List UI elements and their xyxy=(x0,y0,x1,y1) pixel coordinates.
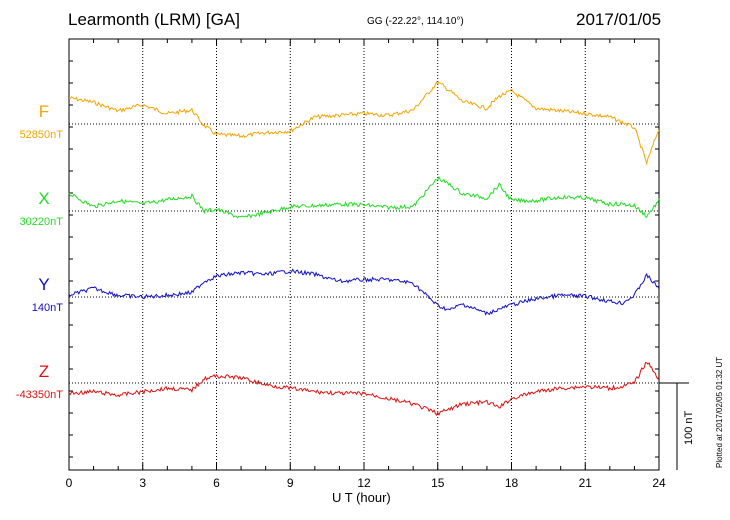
x-tick-label-0: 0 xyxy=(66,476,73,490)
coordinates-label: GG (-22.22°, 114.10°) xyxy=(367,16,464,27)
tick-marks: 0 3 6 9 12 15 18 21 24 xyxy=(66,39,666,490)
series-layer: F 52850nT X 30220nT Y 140nT Z -43350nT xyxy=(16,80,660,416)
station-title: Learmonth (LRM) [GA] xyxy=(68,10,240,29)
x-tick-label-21: 21 xyxy=(579,476,593,490)
series-baseline-label-f: 52850nT xyxy=(20,129,64,141)
series-line-f xyxy=(68,80,660,166)
series-f: F 52850nT xyxy=(20,80,660,166)
x-tick-label-15: 15 xyxy=(431,476,445,490)
series-baseline-label-y: 140nT xyxy=(32,302,63,314)
series-label-f: F xyxy=(39,102,49,121)
series-label-z: Z xyxy=(39,362,49,381)
scale-bar: 100 nT xyxy=(659,382,695,470)
date-label: 2017/01/05 xyxy=(576,10,662,29)
series-x: X 30220nT xyxy=(20,175,660,228)
x-tick-label-3: 3 xyxy=(139,476,146,490)
series-z: Z -43350nT xyxy=(16,361,660,416)
x-tick-label-9: 9 xyxy=(287,476,294,490)
x-tick-label-12: 12 xyxy=(357,476,371,490)
scale-bar-label: 100 nT xyxy=(683,410,695,445)
x-tick-label-24: 24 xyxy=(652,476,666,490)
series-label-y: Y xyxy=(38,275,49,294)
grid xyxy=(142,39,586,470)
series-baseline-label-x: 30220nT xyxy=(20,216,64,228)
series-line-z xyxy=(68,361,660,416)
x-tick-label-18: 18 xyxy=(505,476,519,490)
series-baseline-label-z: -43350nT xyxy=(16,389,63,401)
x-tick-label-6: 6 xyxy=(213,476,220,490)
series-line-x xyxy=(68,175,660,219)
series-y: Y 140nT xyxy=(32,268,660,316)
plotted-timestamp: Plotted at 2017/02/05 01:32 UT xyxy=(715,356,724,468)
series-line-y xyxy=(68,268,660,316)
series-label-x: X xyxy=(38,189,49,208)
x-axis-label: U T (hour) xyxy=(332,490,391,505)
